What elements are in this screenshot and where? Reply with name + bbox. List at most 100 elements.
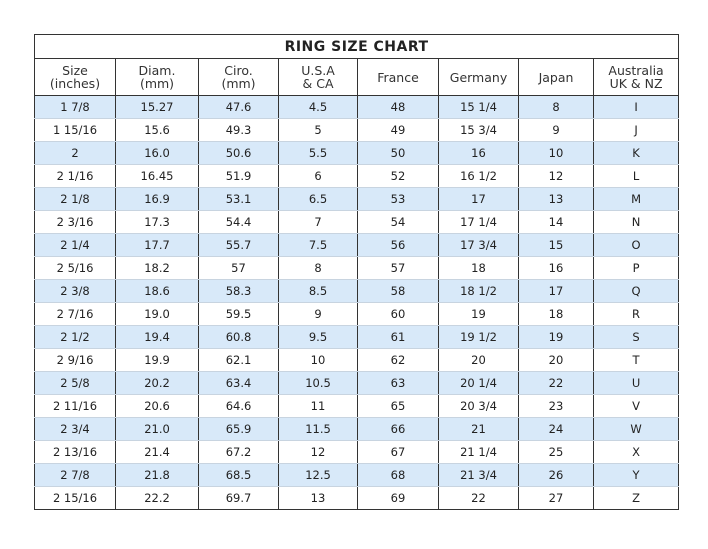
table-cell: 67: [357, 440, 439, 464]
table-cell: P: [592, 256, 680, 280]
table-cell: 19 1/2: [438, 325, 519, 349]
table-cell: 6.5: [278, 187, 358, 211]
table-cell: J: [592, 118, 680, 142]
table-row: 2 9/16 19.9 62.1 10 62 20 20 T: [34, 348, 680, 372]
table-cell: 2 1/2: [34, 325, 116, 349]
table-cell: 21.4: [115, 440, 199, 464]
table-cell: 1 15/16: [34, 118, 116, 142]
table-cell: 22: [438, 486, 519, 510]
table-cell: 2 1/8: [34, 187, 116, 211]
ring-size-chart-table: RING SIZE CHART Size (inches) Diam. (mm) Cir…: [33, 34, 680, 510]
table-cell: 16.45: [115, 164, 199, 188]
table-cell: 15.6: [115, 118, 199, 142]
column-header: Ciro. (mm): [198, 58, 279, 96]
table-cell: 21 3/4: [438, 463, 519, 487]
column-header: Size (inches): [34, 58, 116, 96]
header-text: & CA: [302, 76, 334, 91]
table-cell: 2 7/8: [34, 463, 116, 487]
header-text: France: [377, 69, 419, 85]
table-cell: 66: [357, 417, 439, 441]
table-cell: 10: [518, 141, 594, 165]
column-header: Japan: [518, 58, 594, 96]
table-cell: 60.8: [198, 325, 279, 349]
table-cell: 15.27: [115, 95, 199, 119]
table-cell: K: [592, 141, 680, 165]
table-cell: 14: [518, 210, 594, 234]
table-cell: 61: [357, 325, 439, 349]
table-cell: 2 1/4: [34, 233, 116, 257]
table-cell: 20: [438, 348, 519, 372]
table-cell: 52: [357, 164, 439, 188]
table-cell: 11.5: [278, 417, 358, 441]
table-cell: 4.5: [278, 95, 358, 119]
table-cell: S: [592, 325, 680, 349]
table-cell: 18 1/2: [438, 279, 519, 303]
table-cell: 7: [278, 210, 358, 234]
table-cell: 17.3: [115, 210, 199, 234]
table-cell: 48: [357, 95, 439, 119]
table-cell: 19.4: [115, 325, 199, 349]
table-cell: 2 5/8: [34, 371, 116, 395]
table-cell: 19: [518, 325, 594, 349]
table-cell: 69.7: [198, 486, 279, 510]
table-cell: 13: [518, 187, 594, 211]
table-cell: V: [592, 394, 680, 418]
table-cell: M: [592, 187, 680, 211]
table-cell: 15: [518, 233, 594, 257]
table-cell: 9.5: [278, 325, 358, 349]
table-cell: 49.3: [198, 118, 279, 142]
table-row: 2 15/16 22.2 69.7 13 69 22 27 Z: [34, 486, 680, 510]
table-cell: 13: [278, 486, 358, 510]
table-cell: W: [592, 417, 680, 441]
table-cell: 68: [357, 463, 439, 487]
table-cell: R: [592, 302, 680, 326]
column-header: Germany: [438, 58, 519, 96]
table-row: 2 3/8 18.6 58.3 8.5 58 18 1/2 17 Q: [34, 279, 680, 303]
table-cell: 20 1/4: [438, 371, 519, 395]
table-cell: 20.6: [115, 394, 199, 418]
table-row: 2 7/8 21.8 68.5 12.5 68 21 3/4 26 Y: [34, 463, 680, 487]
table-cell: 2 3/4: [34, 417, 116, 441]
table-cell: 16: [518, 256, 594, 280]
table-cell: 20.2: [115, 371, 199, 395]
table-cell: 63.4: [198, 371, 279, 395]
table-row: 2 1/16 16.45 51.9 6 52 16 1/2 12 L: [34, 164, 680, 188]
table-row: 2 3/4 21.0 65.9 11.5 66 21 24 W: [34, 417, 680, 441]
table-cell: 2 3/16: [34, 210, 116, 234]
table-cell: 63: [357, 371, 439, 395]
table-cell: 12.5: [278, 463, 358, 487]
table-row: 1 7/8 15.27 47.6 4.5 48 15 1/4 8 I: [34, 95, 680, 119]
header-text: Australia: [608, 63, 664, 78]
table-cell: 17 3/4: [438, 233, 519, 257]
table-cell: 53: [357, 187, 439, 211]
table-cell: 18.6: [115, 279, 199, 303]
table-cell: 16.9: [115, 187, 199, 211]
table-cell: 68.5: [198, 463, 279, 487]
table-cell: 47.6: [198, 95, 279, 119]
header-text: Size: [62, 63, 88, 78]
table-cell: 24: [518, 417, 594, 441]
table-cell: X: [592, 440, 680, 464]
table-cell: 65.9: [198, 417, 279, 441]
table-cell: 1 7/8: [34, 95, 116, 119]
table-cell: 2 7/16: [34, 302, 116, 326]
table-cell: 15 3/4: [438, 118, 519, 142]
table-cell: 53.1: [198, 187, 279, 211]
table-cell: 10: [278, 348, 358, 372]
table-row: 2 1/8 16.9 53.1 6.5 53 17 13 M: [34, 187, 680, 211]
table-cell: 10.5: [278, 371, 358, 395]
table-cell: Z: [592, 486, 680, 510]
header-text: Diam.: [138, 63, 176, 78]
table-cell: 54: [357, 210, 439, 234]
table-cell: 57: [357, 256, 439, 280]
header-text: Ciro.: [224, 63, 253, 78]
table-cell: N: [592, 210, 680, 234]
table-cell: 57: [198, 256, 279, 280]
table-cell: 26: [518, 463, 594, 487]
table-cell: 59.5: [198, 302, 279, 326]
table-cell: 11: [278, 394, 358, 418]
table-cell: 51.9: [198, 164, 279, 188]
table-cell: 64.6: [198, 394, 279, 418]
table-cell: 50: [357, 141, 439, 165]
table-cell: 60: [357, 302, 439, 326]
